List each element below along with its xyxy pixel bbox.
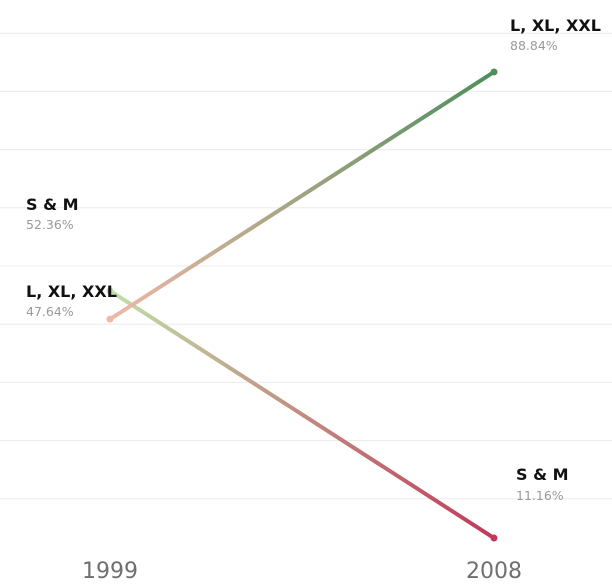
data-labels: S & M 52.36% L, XL, XXL 47.64% L, XL, XX… [26,16,601,503]
series-s-m [106,287,498,542]
gridlines [0,32,612,500]
series-line-l-xl-xxl [108,69,496,322]
data-point-s-m-start [106,287,114,295]
value-label-s-m-end: 11.16% [516,488,564,503]
value-label-l-xl-xxl-end: 88.84% [510,38,558,53]
data-point-l-xl-xxl-end [490,68,498,76]
value-label-l-xl-xxl-start: 47.64% [26,304,74,319]
data-point-s-m-end [490,534,498,542]
x-tick-label-1999: 1999 [82,559,138,584]
series-label-l-xl-xxl-end: L, XL, XXL [510,16,601,35]
data-point-l-xl-xxl-start [106,315,114,323]
series-label-l-xl-xxl-start: L, XL, XXL [26,282,117,301]
x-axis: 1999 2008 [82,559,522,584]
series-line-s-m [108,288,496,541]
series-l-xl-xxl [106,68,498,323]
series-label-s-m-start: S & M [26,195,79,214]
x-tick-label-2008: 2008 [466,559,522,584]
value-label-s-m-start: 52.36% [26,217,74,232]
series-label-s-m-end: S & M [516,465,569,484]
